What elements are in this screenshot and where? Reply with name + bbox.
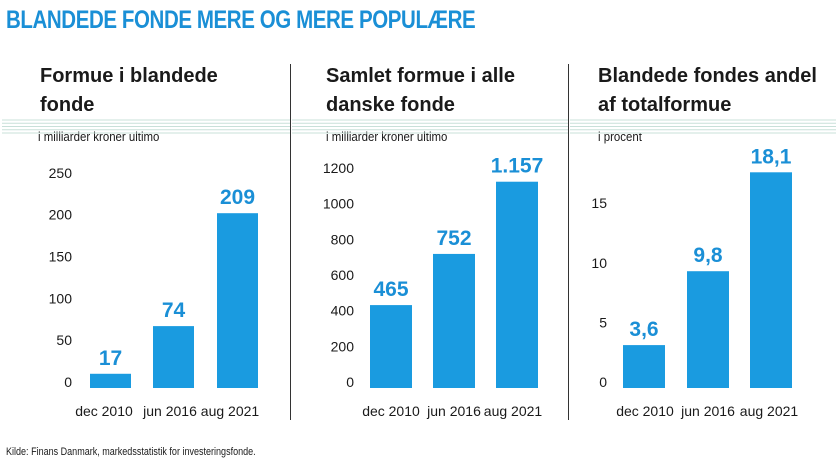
bar bbox=[687, 271, 729, 388]
y-tick-label: 100 bbox=[49, 290, 73, 306]
category-label: dec 2010 bbox=[362, 403, 420, 419]
chart-panel-3: Blandede fondes andel af totalformue i p… bbox=[598, 62, 833, 422]
bar bbox=[496, 181, 538, 388]
y-tick-label: 400 bbox=[331, 303, 355, 319]
category-label: aug 2021 bbox=[201, 403, 260, 419]
y-tick-label: 0 bbox=[64, 374, 72, 390]
panel-title-line-1: Formue i blandede bbox=[40, 65, 218, 87]
category-label: aug 2021 bbox=[740, 403, 799, 419]
data-label: 17 bbox=[99, 347, 122, 370]
chart-panel-1: Formue i blandede fonde i milliarder kro… bbox=[38, 62, 285, 422]
category-label: jun 2016 bbox=[142, 403, 197, 419]
panel-title-line-1: Samlet formue i alle bbox=[326, 65, 515, 87]
main-title: BLANDEDE FONDE MERE OG MERE POPULÆRE bbox=[6, 6, 476, 34]
category-label: dec 2010 bbox=[75, 403, 133, 419]
chart-panel-2: Samlet formue i alle danske fonde i mill… bbox=[326, 62, 571, 422]
bar bbox=[90, 373, 131, 388]
category-label: dec 2010 bbox=[616, 403, 674, 419]
y-tick-label: 1200 bbox=[323, 160, 354, 176]
panel-title-line-2: fonde bbox=[40, 94, 95, 116]
panel-title: Blandede fondes andel af totalformue bbox=[598, 62, 817, 120]
data-label: 9,8 bbox=[693, 244, 723, 267]
category-label: jun 2016 bbox=[680, 403, 735, 419]
data-label: 74 bbox=[162, 299, 186, 322]
bar bbox=[750, 172, 792, 388]
y-tick-label: 0 bbox=[346, 374, 354, 390]
bar bbox=[370, 305, 412, 388]
data-label: 465 bbox=[373, 278, 408, 301]
panel-title-line-2: danske fonde bbox=[326, 94, 455, 116]
bar bbox=[153, 326, 194, 388]
y-tick-label: 10 bbox=[591, 255, 607, 271]
y-tick-label: 800 bbox=[331, 231, 355, 247]
y-tick-label: 250 bbox=[49, 165, 73, 181]
bar bbox=[623, 345, 665, 388]
panel-title-line-1: Blandede fondes andel bbox=[598, 65, 817, 87]
panel-divider bbox=[568, 64, 569, 420]
data-label: 752 bbox=[436, 227, 471, 250]
bar bbox=[217, 213, 258, 388]
y-tick-label: 1000 bbox=[323, 196, 354, 212]
y-tick-label: 0 bbox=[599, 374, 607, 390]
panel-title-line-2: af totalformue bbox=[598, 94, 732, 116]
data-label: 18,1 bbox=[751, 145, 792, 168]
category-label: jun 2016 bbox=[426, 403, 481, 419]
data-label: 209 bbox=[220, 186, 255, 209]
panel-divider bbox=[290, 64, 291, 420]
y-tick-label: 200 bbox=[331, 338, 355, 354]
data-label: 3,6 bbox=[629, 318, 658, 341]
y-tick-label: 150 bbox=[49, 249, 73, 265]
source-note: Kilde: Finans Danmark, markedsstatistik … bbox=[6, 446, 256, 458]
category-label: aug 2021 bbox=[484, 403, 543, 419]
data-label: 1.157 bbox=[491, 155, 544, 178]
y-tick-label: 200 bbox=[49, 207, 73, 223]
panel-title: Formue i blandede fonde bbox=[40, 62, 218, 120]
panel-title: Samlet formue i alle danske fonde bbox=[326, 62, 515, 120]
y-tick-label: 50 bbox=[56, 332, 72, 348]
y-tick-label: 5 bbox=[599, 314, 607, 330]
y-tick-label: 15 bbox=[591, 195, 607, 211]
y-tick-label: 600 bbox=[331, 267, 355, 283]
bar bbox=[433, 253, 475, 388]
